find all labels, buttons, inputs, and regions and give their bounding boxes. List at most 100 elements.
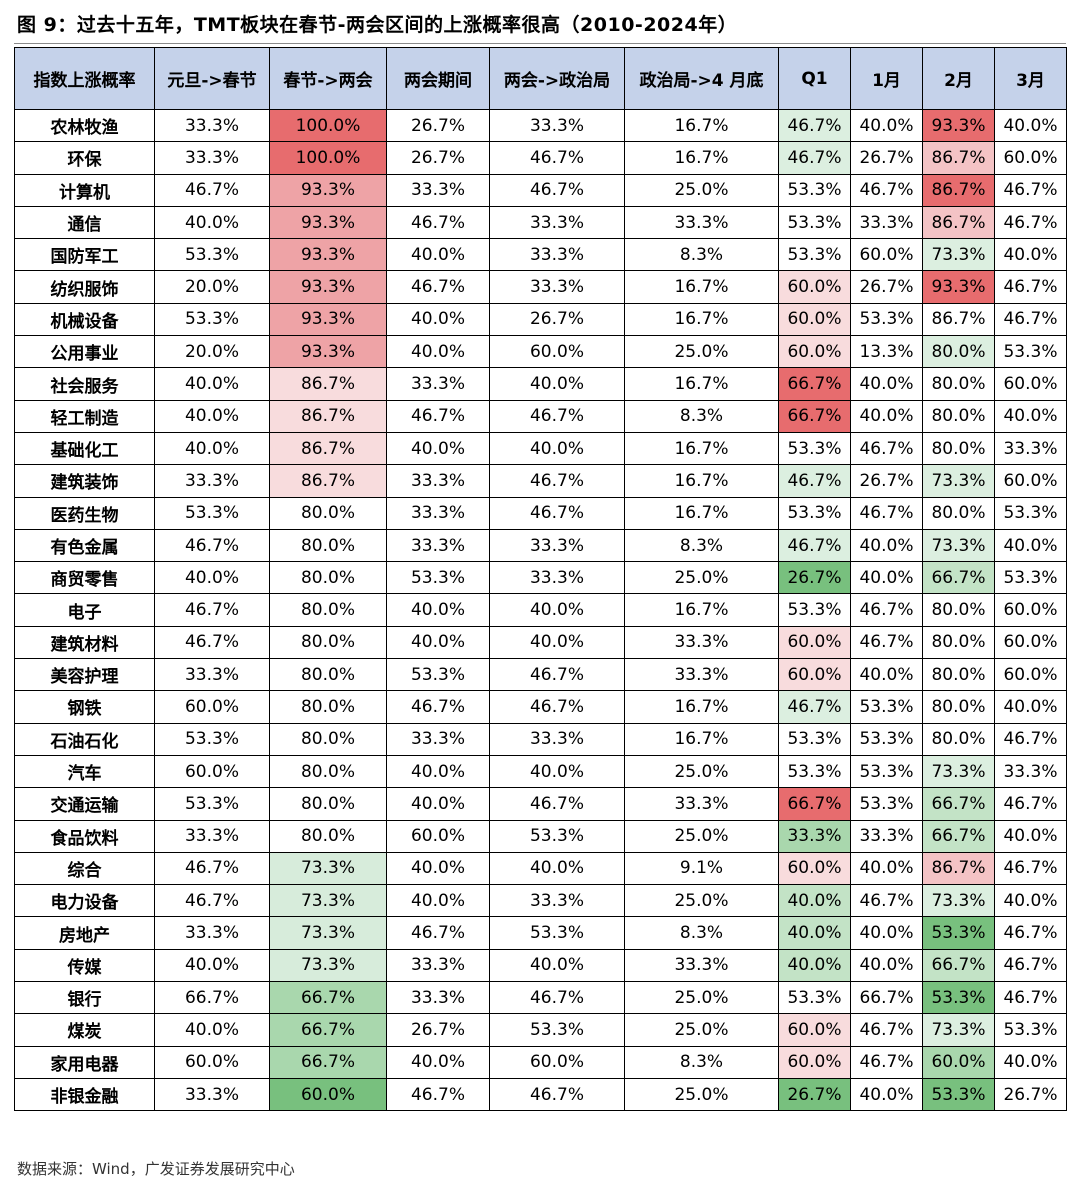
- probability-cell: 40.0%: [778, 948, 851, 983]
- probability-cell: 33.3%: [994, 754, 1067, 789]
- probability-cell: 40.0%: [850, 916, 923, 950]
- probability-cell: 53.3%: [489, 819, 625, 853]
- probability-cell: 46.7%: [778, 528, 851, 563]
- probability-cell: 80.0%: [922, 593, 995, 627]
- probability-cell: 8.3%: [624, 238, 779, 272]
- probability-cell: 40.0%: [489, 754, 625, 789]
- probability-cell: 60.0%: [154, 754, 270, 789]
- table-row: 商贸零售 40.0% 80.0% 53.3% 33.3% 25.0% 26.7% 40.0% 6…: [14, 561, 1067, 595]
- probability-cell: 80.0%: [922, 722, 995, 756]
- probability-cell: 8.3%: [624, 528, 779, 563]
- table-row: 石油石化 53.3% 80.0% 33.3% 33.3% 16.7% 53.3% 53.3% 8…: [14, 722, 1067, 756]
- probability-cell: 33.3%: [154, 141, 270, 175]
- table-row: 建筑材料 46.7% 80.0% 40.0% 40.0% 33.3% 60.0% 46.7% 8…: [14, 625, 1067, 660]
- probability-cell: 40.0%: [850, 528, 923, 563]
- industry-name: 国防军工: [14, 238, 155, 272]
- probability-cell: 46.7%: [994, 270, 1067, 304]
- probability-cell: 60.0%: [994, 464, 1067, 498]
- industry-name: 商贸零售: [14, 561, 155, 595]
- probability-cell: 40.0%: [994, 819, 1067, 853]
- probability-cell: 40.0%: [386, 238, 490, 272]
- probability-cell: 80.0%: [922, 625, 995, 660]
- probability-cell: 80.0%: [269, 496, 387, 530]
- probability-cell: 46.7%: [994, 948, 1067, 983]
- probability-cell: 40.0%: [994, 690, 1067, 724]
- source-note: 数据来源：Wind，广发证券发展研究中心: [17, 1160, 295, 1178]
- probability-cell: 80.0%: [922, 690, 995, 724]
- probability-cell: 33.3%: [624, 948, 779, 983]
- probability-cell: 40.0%: [154, 367, 270, 401]
- probability-cell: 46.7%: [994, 205, 1067, 240]
- probability-cell: 40.0%: [489, 625, 625, 660]
- table-row: 通信 40.0% 93.3% 46.7% 33.3% 33.3% 53.3% 33.3% 86.…: [14, 205, 1067, 240]
- title-divider: [14, 43, 1066, 44]
- column-header: Q1: [778, 47, 851, 110]
- probability-cell: 93.3%: [922, 270, 995, 304]
- probability-cell: 66.7%: [850, 981, 923, 1015]
- probability-cell: 33.3%: [624, 205, 779, 240]
- probability-cell: 46.7%: [850, 593, 923, 627]
- probability-cell: 46.7%: [386, 205, 490, 240]
- probability-cell: 16.7%: [624, 302, 779, 337]
- probability-cell: 93.3%: [269, 270, 387, 304]
- probability-cell: 26.7%: [386, 1013, 490, 1047]
- probability-cell: 46.7%: [386, 916, 490, 950]
- industry-name: 轻工制造: [14, 399, 155, 433]
- probability-cell: 46.7%: [386, 690, 490, 724]
- probability-cell: 16.7%: [624, 108, 779, 143]
- probability-cell: 53.3%: [850, 690, 923, 724]
- probability-cell: 46.7%: [154, 528, 270, 563]
- probability-cell: 33.3%: [386, 496, 490, 530]
- probability-cell: 86.7%: [922, 141, 995, 175]
- probability-cell: 73.3%: [922, 464, 995, 498]
- table-row: 计算机 46.7% 93.3% 33.3% 46.7% 25.0% 53.3% 46.7% 86…: [14, 173, 1067, 207]
- probability-cell: 33.3%: [850, 205, 923, 240]
- probability-cell: 46.7%: [850, 884, 923, 918]
- industry-name: 基础化工: [14, 431, 155, 466]
- probability-cell: 53.3%: [778, 173, 851, 207]
- probability-cell: 33.3%: [386, 528, 490, 563]
- probability-cell: 46.7%: [489, 399, 625, 433]
- probability-cell: 86.7%: [922, 851, 995, 886]
- probability-cell: 60.0%: [778, 625, 851, 660]
- probability-cell: 16.7%: [624, 593, 779, 627]
- probability-cell: 40.0%: [994, 108, 1067, 143]
- probability-cell: 40.0%: [850, 851, 923, 886]
- probability-cell: 66.7%: [778, 399, 851, 433]
- industry-name: 石油石化: [14, 722, 155, 756]
- probability-cell: 53.3%: [850, 787, 923, 821]
- column-header: 两会->政治局: [489, 47, 625, 110]
- industry-name: 食品饮料: [14, 819, 155, 853]
- industry-name: 有色金属: [14, 528, 155, 563]
- probability-cell: 40.0%: [850, 1077, 923, 1112]
- column-header: 两会期间: [386, 47, 490, 110]
- industry-name: 综合: [14, 851, 155, 886]
- probability-cell: 46.7%: [778, 690, 851, 724]
- probability-cell: 26.7%: [994, 1077, 1067, 1112]
- industry-name: 公用事业: [14, 335, 155, 369]
- probability-cell: 20.0%: [154, 270, 270, 304]
- probability-cell: 66.7%: [922, 948, 995, 983]
- probability-cell: 46.7%: [850, 625, 923, 660]
- table-row: 煤炭 40.0% 66.7% 26.7% 53.3% 25.0% 60.0% 46.7% 73.…: [14, 1013, 1067, 1047]
- probability-cell: 53.3%: [994, 561, 1067, 595]
- probability-cell: 26.7%: [386, 108, 490, 143]
- probability-cell: 53.3%: [922, 981, 995, 1015]
- probability-cell: 33.3%: [154, 658, 270, 692]
- probability-cell: 86.7%: [269, 367, 387, 401]
- probability-cell: 16.7%: [624, 722, 779, 756]
- table-row: 农林牧渔 33.3% 100.0% 26.7% 33.3% 16.7% 46.7% 40.0%…: [14, 108, 1067, 143]
- table-row: 机械设备 53.3% 93.3% 40.0% 26.7% 16.7% 60.0% 53.3% 8…: [14, 302, 1067, 337]
- probability-cell: 26.7%: [386, 141, 490, 175]
- probability-cell: 40.0%: [850, 948, 923, 983]
- industry-name: 电子: [14, 593, 155, 627]
- probability-cell: 33.3%: [386, 464, 490, 498]
- probability-cell: 46.7%: [154, 884, 270, 918]
- probability-cell: 60.0%: [994, 593, 1067, 627]
- probability-cell: 60.0%: [778, 1045, 851, 1079]
- probability-cell: 60.0%: [994, 141, 1067, 175]
- probability-cell: 53.3%: [386, 658, 490, 692]
- probability-cell: 46.7%: [154, 851, 270, 886]
- industry-name: 钢铁: [14, 690, 155, 724]
- table-row: 交通运输 53.3% 80.0% 40.0% 46.7% 33.3% 66.7% 53.3% 6…: [14, 787, 1067, 821]
